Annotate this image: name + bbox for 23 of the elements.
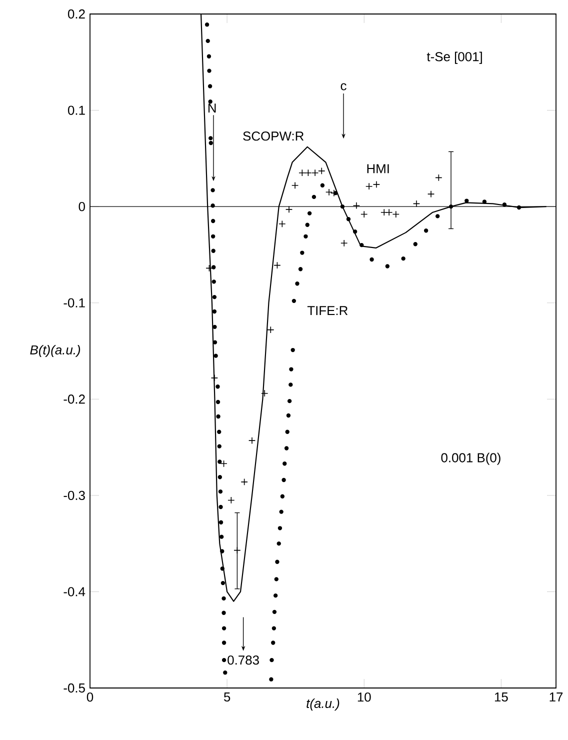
y-tick-label: -0.4 [64, 587, 86, 596]
x-tick-label: 0 [86, 692, 94, 702]
x-tick-label: 15 [494, 692, 508, 702]
y-tick-label: -0.2 [64, 394, 85, 404]
annotation: 0.783 [228, 655, 259, 665]
x-tick-label: 10 [358, 692, 371, 702]
x-tick-label: 5 [224, 692, 230, 702]
series-label: TIFE:R [307, 306, 348, 316]
x-tick-label: 17 [550, 692, 563, 702]
y-tick-label: -0.5 [64, 683, 85, 693]
annotation: N [208, 104, 216, 113]
x-axis-title: t(a.u.) [306, 698, 340, 711]
text: t-Se [001] [426, 52, 482, 64]
series-label: SCOPW:R [243, 132, 304, 141]
y-tick-label: -0.1 [64, 298, 85, 308]
y-axis-title: B(t)(a.u.) [30, 344, 80, 358]
y-tick-label: -0.3 [64, 490, 85, 500]
annotation: 0.001 B(0) [441, 452, 500, 465]
series-label: HMI [367, 164, 389, 174]
y-tick-label: 0.1 [68, 106, 85, 115]
y-tick-label: 0 [78, 202, 85, 212]
y-tick-label: 0.2 [68, 9, 85, 19]
annotation: c [340, 83, 346, 90]
